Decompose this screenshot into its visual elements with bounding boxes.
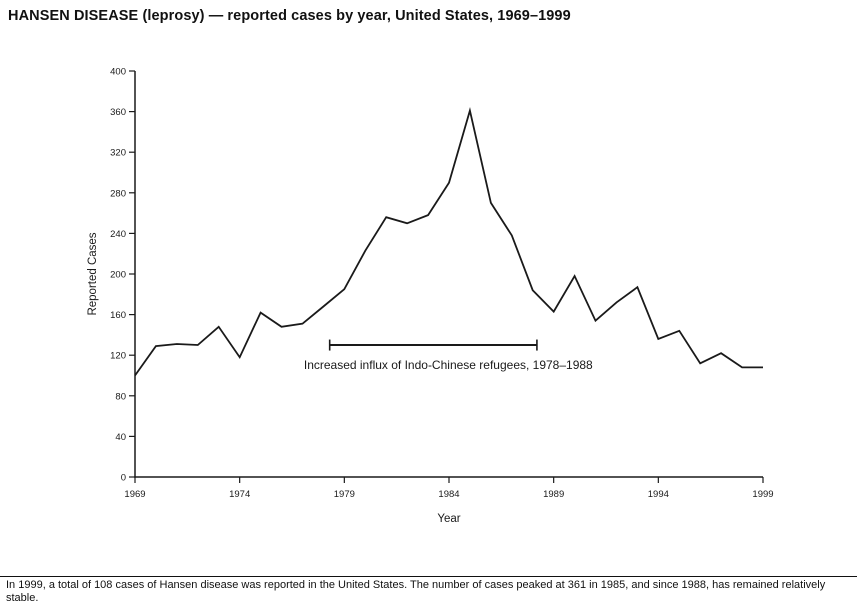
y-tick-label: 0 — [121, 473, 126, 484]
y-tick-label: 280 — [110, 188, 126, 199]
x-tick-label: 1994 — [648, 489, 669, 500]
y-tick-label: 120 — [110, 351, 126, 362]
line-chart-canvas: 0 40 80 120 160 200 240 280 320 360 400 1969 1974 197… — [87, 67, 774, 526]
y-tick-label: 320 — [110, 148, 126, 159]
x-tick-label: 1974 — [229, 489, 250, 500]
x-tick-label: 1999 — [752, 489, 773, 500]
y-axis-title: Reported Cases — [87, 232, 99, 315]
x-tick-label: 1984 — [438, 489, 459, 500]
y-tick-label: 400 — [110, 67, 126, 78]
y-tick-label: 40 — [115, 432, 126, 443]
y-tick-label: 80 — [115, 391, 126, 402]
data-line — [134, 107, 763, 377]
y-tick-label: 200 — [110, 270, 126, 281]
annotation-label: Increased influx of Indo-Chinese refugee… — [304, 358, 593, 372]
y-tick-label: 160 — [110, 310, 126, 321]
chart-title: HANSEN DISEASE (leprosy) — reported case… — [8, 8, 571, 24]
y-tick-label: 240 — [110, 229, 126, 240]
y-tick-label: 360 — [110, 107, 126, 118]
footnote: In 1999, a total of 108 cases of Hansen … — [0, 576, 857, 605]
x-axis-title: Year — [437, 513, 460, 525]
x-tick-label: 1989 — [543, 489, 564, 500]
x-tick-label: 1969 — [124, 489, 145, 500]
x-tick-label: 1979 — [334, 489, 355, 500]
